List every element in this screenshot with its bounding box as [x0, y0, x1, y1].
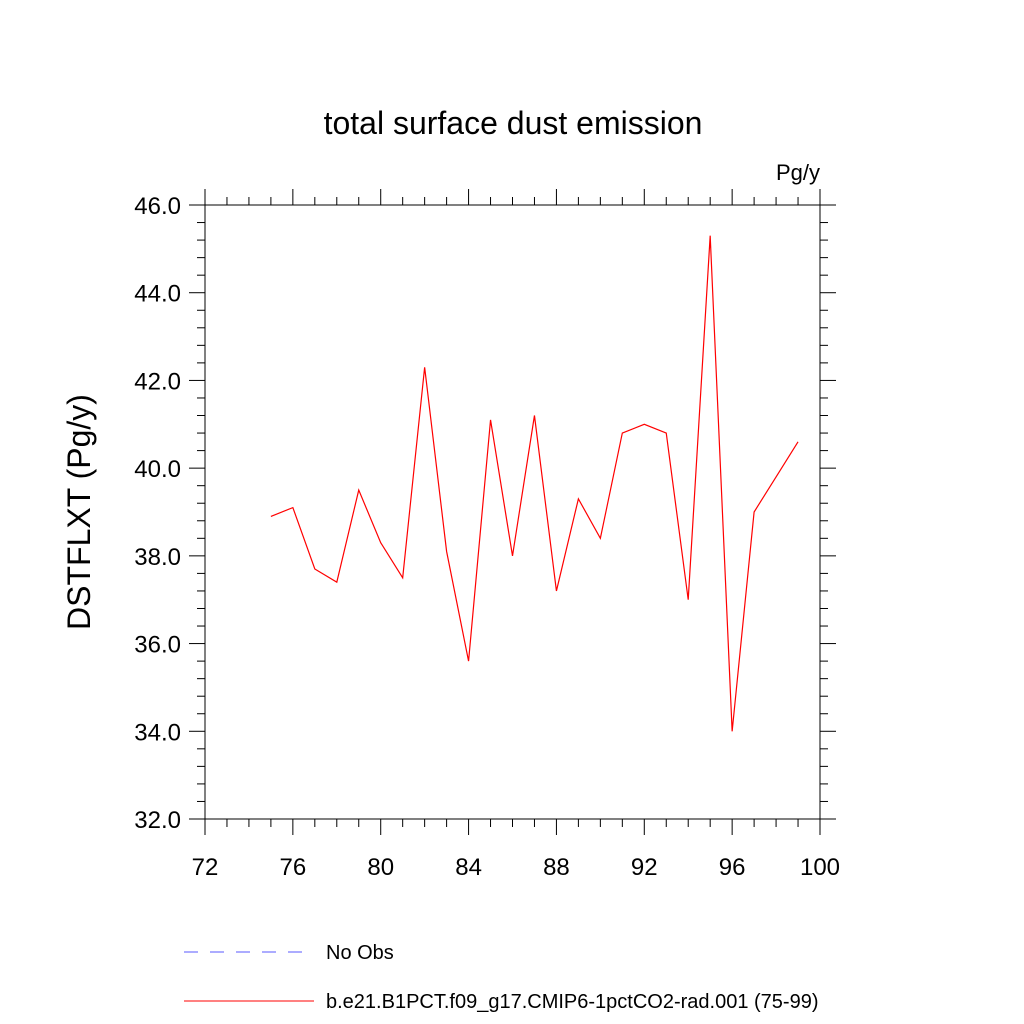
legend-label-series: b.e21.B1PCT.f09_g17.CMIP6-1pctCO2-rad.00… — [326, 991, 819, 1013]
y-axis: 32.0 34.0 36.0 38.0 40.0 42.0 44.0 46.0 — [134, 193, 836, 834]
units-label: Pg/y — [776, 160, 820, 185]
y-tick-label: 40.0 — [134, 456, 181, 483]
legend-label-no-obs: No Obs — [326, 942, 394, 964]
y-tick-label: 32.0 — [134, 807, 181, 834]
x-tick-label: 92 — [631, 854, 658, 881]
y-tick-label: 36.0 — [134, 632, 181, 659]
y-tick-label: 38.0 — [134, 544, 181, 571]
y-axis-label: DSTFLXT (Pg/y) — [61, 394, 97, 630]
legend: No Obs b.e21.B1PCT.f09_g17.CMIP6-1pctCO2… — [184, 942, 819, 1013]
y-tick-label: 44.0 — [134, 281, 181, 308]
series-layer — [270, 235, 799, 732]
chart-title: total surface dust emission — [324, 105, 703, 141]
x-axis: 72 76 80 84 88 92 96 100 — [192, 189, 840, 881]
plot-frame — [204, 204, 821, 820]
x-tick-label: 72 — [192, 854, 219, 881]
x-tick-label: 80 — [367, 854, 394, 881]
x-tick-label: 100 — [800, 854, 840, 881]
x-tick-label: 76 — [280, 854, 307, 881]
y-tick-label: 42.0 — [134, 368, 181, 395]
y-tick-label: 34.0 — [134, 719, 181, 746]
x-tick-label: 84 — [455, 854, 482, 881]
x-tick-label: 88 — [543, 854, 570, 881]
x-tick-label: 96 — [719, 854, 746, 881]
series-line-1 — [270, 235, 799, 732]
y-tick-label: 46.0 — [134, 193, 181, 220]
